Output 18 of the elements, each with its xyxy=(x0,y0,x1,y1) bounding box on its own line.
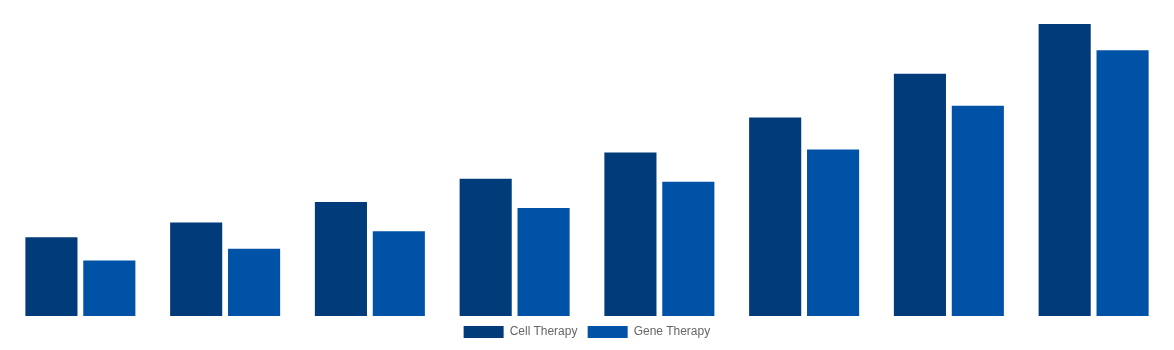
bar xyxy=(228,248,281,316)
legend-label: Cell Therapy xyxy=(509,324,578,339)
bar xyxy=(459,178,512,316)
bar xyxy=(83,260,136,316)
legend-label: Gene Therapy xyxy=(633,324,711,339)
bar xyxy=(604,152,657,316)
bar xyxy=(893,73,946,316)
bar xyxy=(1096,50,1149,316)
bar xyxy=(662,181,715,316)
bar xyxy=(951,105,1004,316)
bar xyxy=(749,117,802,316)
bar xyxy=(372,231,425,316)
bar xyxy=(170,222,223,316)
bar xyxy=(517,207,570,316)
bar xyxy=(25,237,78,316)
bar xyxy=(1038,24,1091,316)
bar xyxy=(314,202,367,316)
bar xyxy=(807,149,860,316)
